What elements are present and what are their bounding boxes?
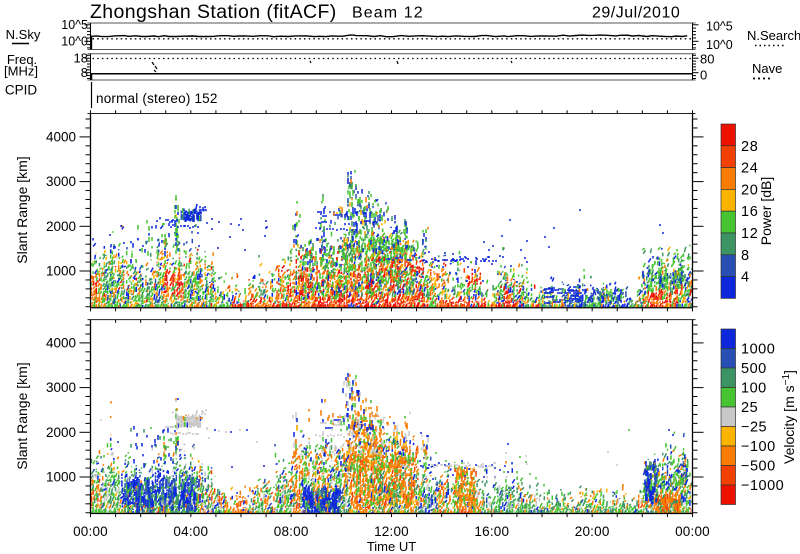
svg-text:25: 25 [741,400,758,416]
svg-text:12: 12 [741,226,759,242]
svg-text:8: 8 [741,248,750,264]
svg-text:10^0: 10^0 [61,34,88,48]
svg-text:04:00: 04:00 [173,524,208,539]
svg-text:2000: 2000 [46,219,76,234]
svg-text:8: 8 [81,65,88,80]
svg-text:08:00: 08:00 [274,524,309,539]
svg-text:00:00: 00:00 [73,524,108,539]
svg-text:−25: −25 [741,420,767,436]
svg-text:4: 4 [741,270,750,286]
svg-text:−1000: −1000 [741,478,784,494]
svg-text:Slant Range [km]: Slant Range [km] [14,156,30,263]
svg-text:10^5: 10^5 [706,20,733,34]
svg-text:10^0: 10^0 [706,38,733,52]
svg-text:20:00: 20:00 [575,524,610,539]
svg-text:Power [dB]: Power [dB] [758,177,774,245]
svg-text:4000: 4000 [46,129,76,144]
svg-text:Slant Range [km]: Slant Range [km] [14,362,30,469]
svg-text:−500: −500 [741,459,776,475]
svg-text:3000: 3000 [46,380,76,395]
svg-text:24: 24 [741,161,759,177]
svg-text:80: 80 [700,52,714,67]
svg-text:Time UT: Time UT [367,539,416,554]
svg-text:Freq.: Freq. [7,52,37,67]
svg-text:00:00: 00:00 [675,524,710,539]
svg-text:0: 0 [700,68,707,83]
svg-text:16:00: 16:00 [474,524,509,539]
svg-text:N.Search: N.Search [747,28,800,43]
svg-text:12:00: 12:00 [374,524,409,539]
svg-text:1000: 1000 [741,342,775,358]
svg-text:100: 100 [741,381,767,397]
svg-text:[MHz]: [MHz] [4,64,38,79]
svg-text:Beam 12: Beam 12 [352,5,424,22]
svg-text:2000: 2000 [46,425,76,440]
svg-text:10^5: 10^5 [61,18,88,32]
svg-text:28: 28 [741,139,759,155]
svg-text:20: 20 [741,182,759,198]
svg-text:normal (stereo) 152: normal (stereo) 152 [96,91,218,106]
svg-text:18: 18 [74,50,88,65]
svg-text:Zhongshan Station (fitACF): Zhongshan Station (fitACF) [90,1,337,23]
svg-text:Nave: Nave [752,61,782,76]
svg-text:29/Jul/2010: 29/Jul/2010 [592,5,680,22]
svg-text:Velocity [m s−1]: Velocity [m s−1] [781,370,798,464]
svg-text:CPID: CPID [5,83,38,98]
svg-text:4000: 4000 [46,335,76,350]
svg-text:N.Sky: N.Sky [6,27,41,42]
svg-text:1000: 1000 [46,264,76,279]
svg-text:500: 500 [741,361,767,377]
svg-text:−100: −100 [741,439,776,455]
svg-text:16: 16 [741,204,759,220]
svg-text:1000: 1000 [46,470,76,485]
svg-text:3000: 3000 [46,174,76,189]
